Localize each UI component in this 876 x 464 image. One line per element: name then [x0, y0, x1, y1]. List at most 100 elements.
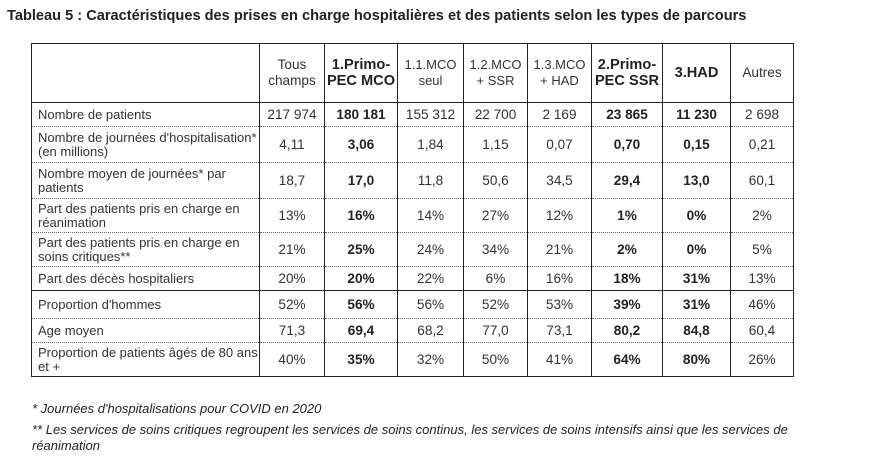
table-cell: 39% [591, 290, 663, 319]
table-cell: 0% [662, 198, 731, 233]
table-cell: 31% [662, 290, 731, 319]
table-cell: 29,4 [591, 162, 663, 199]
table-cell: 11 230 [662, 102, 731, 127]
table-cell: 56% [324, 290, 398, 319]
table-cell: 80% [662, 342, 731, 377]
table-cell: 20% [324, 266, 398, 291]
characteristics-table: Tous champs 1.Primo-PEC MCO 1.1.MCO seul… [31, 43, 794, 377]
table-cell: 2 169 [527, 102, 592, 127]
table-cell: 1% [591, 198, 663, 233]
table-cell: 60,4 [730, 318, 794, 343]
table-cell: 1,15 [463, 126, 528, 163]
table-cell: 26% [730, 342, 794, 377]
table-cell: 22% [397, 266, 464, 291]
table-cell: 0,70 [591, 126, 663, 163]
table-row: Part des patients pris en charge en soin… [31, 232, 794, 267]
table-cell: 0,15 [662, 126, 731, 163]
table-cell: 46% [730, 290, 794, 319]
table-cell: 0% [662, 232, 731, 267]
table-cell: 1,84 [397, 126, 464, 163]
table-cell: 13% [259, 198, 325, 233]
table-cell: 2% [591, 232, 663, 267]
table-cell: 4,11 [259, 126, 325, 163]
column-header: 1.Primo-PEC MCO [324, 43, 398, 103]
table-cell: 50% [463, 342, 528, 377]
table-cell: 68,2 [397, 318, 464, 343]
table-cell: 17,0 [324, 162, 398, 199]
table-cell: 73,1 [527, 318, 592, 343]
table-cell: 0,21 [730, 126, 794, 163]
table-cell: 13% [730, 266, 794, 291]
table-cell: 16% [324, 198, 398, 233]
row-label: Nombre de journées d'hospitalisation* (e… [31, 126, 260, 163]
table-cell: 6% [463, 266, 528, 291]
footnote-soins-critiques: ** Les services de soins critiques regro… [32, 422, 788, 453]
row-label: Part des patients pris en charge en soin… [31, 232, 260, 267]
table-cell: 5% [730, 232, 794, 267]
table-cell: 0,07 [527, 126, 592, 163]
table-cell: 34% [463, 232, 528, 267]
table-cell: 31% [662, 266, 731, 291]
table-cell: 12% [527, 198, 592, 233]
table-cell: 13,0 [662, 162, 731, 199]
row-label: Nombre de patients [31, 102, 260, 127]
table-cell: 18% [591, 266, 663, 291]
row-label: Age moyen [31, 318, 260, 343]
column-header: 2.Primo-PEC SSR [591, 43, 663, 103]
header-row: Tous champs 1.Primo-PEC MCO 1.1.MCO seul… [31, 43, 794, 103]
table-row: Proportion d'hommes 52% 56% 56% 52% 53% 39% 31%… [31, 290, 794, 319]
row-label: Part des décès hospitaliers [31, 266, 260, 291]
table-cell: 14% [397, 198, 464, 233]
table-cell: 41% [527, 342, 592, 377]
table-cell: 53% [527, 290, 592, 319]
table-cell: 64% [591, 342, 663, 377]
table-cell: 71,3 [259, 318, 325, 343]
table-cell: 60,1 [730, 162, 794, 199]
column-header: Autres [730, 43, 794, 103]
table-cell: 2 698 [730, 102, 794, 127]
table-cell: 180 181 [324, 102, 398, 127]
table-cell: 32% [397, 342, 464, 377]
table-cell: 21% [259, 232, 325, 267]
table-cell: 23 865 [591, 102, 663, 127]
table-row: Nombre de journées d'hospitalisation* (e… [31, 126, 794, 163]
table-cell: 2% [730, 198, 794, 233]
table-cell: 20% [259, 266, 325, 291]
table-cell: 155 312 [397, 102, 464, 127]
column-header: Tous champs [259, 43, 325, 103]
table-row: Proportion de patients âgés de 80 ans et… [31, 342, 794, 377]
table-cell: 217 974 [259, 102, 325, 127]
table-cell: 52% [259, 290, 325, 319]
table-cell: 18,7 [259, 162, 325, 199]
table-cell: 84,8 [662, 318, 731, 343]
table-cell: 80,2 [591, 318, 663, 343]
table-cell: 25% [324, 232, 398, 267]
column-header: 3.HAD [662, 43, 731, 103]
table-cell: 35% [324, 342, 398, 377]
row-label: Proportion d'hommes [31, 290, 260, 319]
table-cell: 52% [463, 290, 528, 319]
table-cell: 40% [259, 342, 325, 377]
table-row: Age moyen 71,3 69,4 68,2 77,0 73,1 80,2 84,8 60,… [31, 318, 794, 343]
table-cell: 34,5 [527, 162, 592, 199]
table-row: Part des patients pris en charge en réan… [31, 198, 794, 233]
table-cell: 50,6 [463, 162, 528, 199]
table-cell: 22 700 [463, 102, 528, 127]
row-label: Part des patients pris en charge en réan… [31, 198, 260, 233]
table-cell: 69,4 [324, 318, 398, 343]
header-empty-cell [31, 43, 260, 103]
table-cell: 11,8 [397, 162, 464, 199]
column-header: 1.2.MCO + SSR [463, 43, 528, 103]
footnote-journees: * Journées d'hospitalisations pour COVID… [32, 401, 322, 416]
row-label: Nombre moyen de journées* par patients [31, 162, 260, 199]
table-cell: 56% [397, 290, 464, 319]
row-label: Proportion de patients âgés de 80 ans et… [31, 342, 260, 377]
table-row: Nombre de patients 217 974 180 181 155 312 2… [31, 102, 794, 127]
table-row: Part des décès hospitaliers 20% 20% 22% 6% 16… [31, 266, 794, 291]
table-cell: 21% [527, 232, 592, 267]
table-title: Tableau 5 : Caractéristiques des prises … [7, 8, 747, 24]
column-header: 1.1.MCO seul [397, 43, 464, 103]
table-row: Nombre moyen de journées* par patients 18… [31, 162, 794, 199]
table-cell: 24% [397, 232, 464, 267]
table-cell: 77,0 [463, 318, 528, 343]
